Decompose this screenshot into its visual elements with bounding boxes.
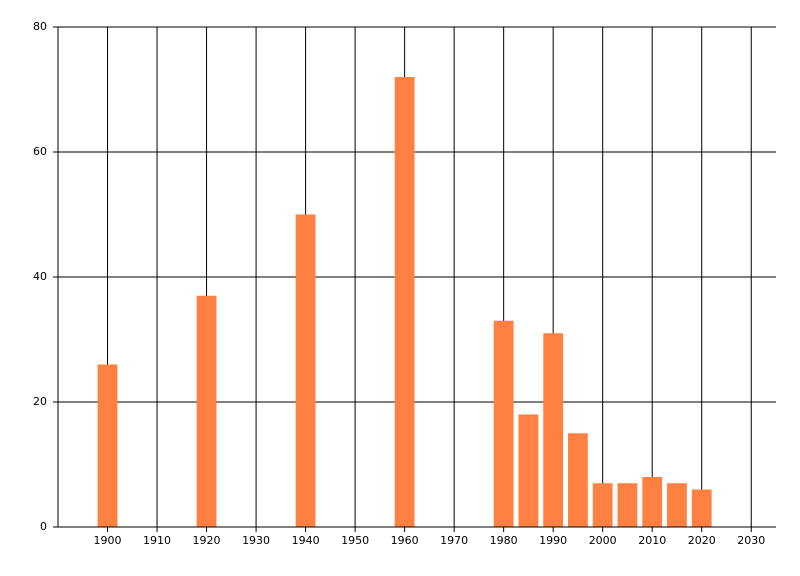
x-tick-label: 1930 (242, 534, 270, 547)
x-tick-label: 1960 (391, 534, 419, 547)
bar (617, 483, 638, 527)
bar (691, 489, 712, 527)
bar (568, 433, 588, 527)
x-tick-label: 1920 (193, 534, 221, 547)
x-tick-label: 1980 (490, 534, 518, 547)
x-tick-label: 2020 (688, 534, 716, 547)
x-tick-label: 2030 (737, 534, 765, 547)
x-tick-label: 1910 (143, 534, 171, 547)
x-tick-label: 2000 (589, 534, 617, 547)
y-tick-label: 40 (33, 270, 47, 283)
x-tick-label: 1900 (94, 534, 122, 547)
y-tick-label: 60 (33, 145, 47, 158)
bar (295, 214, 316, 527)
y-tick-label: 80 (33, 20, 47, 33)
bar (642, 477, 663, 527)
x-tick-label: 1940 (292, 534, 320, 547)
bar (196, 295, 217, 527)
bar (543, 333, 564, 527)
y-tick-label: 20 (33, 395, 47, 408)
bar (667, 483, 687, 527)
bar (493, 320, 514, 527)
bar (518, 414, 539, 527)
x-tick-label: 1970 (440, 534, 468, 547)
x-tick-label: 2010 (638, 534, 666, 547)
y-tick-label: 0 (40, 520, 47, 533)
x-tick-label: 1990 (539, 534, 567, 547)
x-tick-label: 1950 (341, 534, 369, 547)
bar (592, 483, 613, 527)
bar (394, 77, 415, 527)
bar (97, 364, 118, 527)
